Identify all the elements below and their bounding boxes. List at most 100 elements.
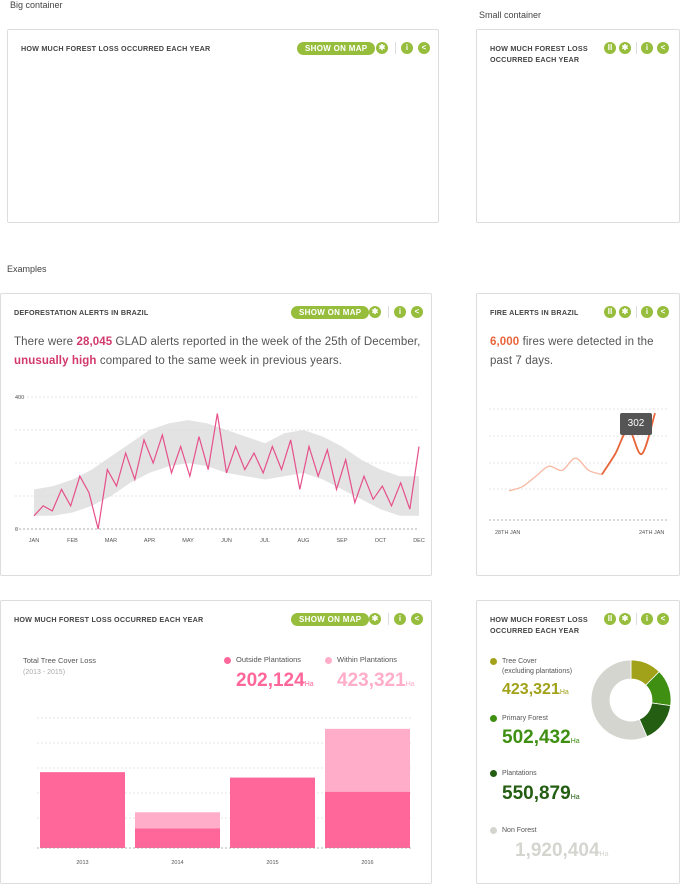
x-tick-label: OCT — [375, 538, 387, 544]
pause-icon[interactable]: II — [604, 613, 616, 625]
x-tick-label: JUL — [260, 538, 270, 544]
legend-dot — [224, 656, 231, 664]
forest-donut-chart — [590, 659, 672, 741]
info-icon[interactable]: i — [641, 306, 653, 318]
gear-icon[interactable]: ✱ — [369, 306, 381, 318]
fire-x-end: 24TH JAN — [639, 530, 665, 536]
card-title: HOW MUCH FOREST LOSS OCCURRED EACH YEAR — [14, 615, 204, 624]
x-tick-label: JAN — [29, 538, 39, 544]
bar-outside-plantations — [40, 772, 125, 848]
x-tick-label: 2016 — [361, 860, 373, 866]
x-tick-label: MAR — [105, 538, 117, 544]
gear-icon[interactable]: ✱ — [619, 42, 631, 54]
x-tick-label: APR — [144, 538, 155, 544]
examples-label: Examples — [7, 264, 47, 274]
card-title: HOW MUCH FOREST LOSS OCCURRED EACH YEAR — [490, 615, 588, 635]
bar-within-plantations — [325, 728, 410, 792]
glad-alerts-chart: 0 400 JAN FEB MAR APR MAY JUN JUL AUG SEP OCT DEC — [15, 395, 425, 544]
fire-summary: 6,000 fires were detected in the past 7 … — [490, 336, 654, 367]
gear-icon[interactable]: ✱ — [619, 613, 631, 625]
fire-alerts-card: FIRE ALERTS IN BRAZIL II ✱ i < 6,000 fir… — [476, 293, 680, 576]
info-icon[interactable]: i — [394, 613, 406, 625]
summary-sentence: There were 28,045 GLAD alerts reported i… — [14, 336, 421, 367]
small-container-label: Small container — [479, 10, 542, 20]
share-icon[interactable]: < — [411, 306, 423, 318]
donut-item-primary-forest: Primary Forest — [490, 714, 548, 724]
tree-loss-card: HOW MUCH FOREST LOSS OCCURRED EACH YEAR … — [0, 600, 432, 884]
y-tick-label: 400 — [15, 395, 24, 401]
info-icon[interactable]: i — [394, 306, 406, 318]
show-on-map-button[interactable]: SHOW ON MAP — [291, 306, 370, 319]
legend-dot — [490, 769, 497, 777]
x-tick-label: 2014 — [171, 860, 183, 866]
non-forest-value: 1,920,404Ha — [515, 840, 609, 861]
pause-icon[interactable]: II — [604, 306, 616, 318]
divider — [395, 42, 396, 54]
fire-tooltip: 302 — [620, 413, 652, 435]
donut-slice — [590, 659, 648, 741]
legend-dot — [490, 714, 497, 722]
info-icon[interactable]: i — [641, 613, 653, 625]
tree-loss-subtitle: Total Tree Cover Loss — [23, 656, 96, 665]
x-tick-label: MAY — [182, 538, 194, 544]
primary-forest-value: 502,432Ha — [502, 727, 580, 748]
tree-cover-value: 423,321Ha — [502, 681, 569, 698]
bar-outside-plantations — [135, 828, 220, 848]
share-icon[interactable]: < — [418, 42, 430, 54]
alerts-line — [33, 413, 420, 530]
share-icon[interactable]: < — [657, 42, 669, 54]
donut-item-tree-cover: Tree Cover (excluding plantations) — [490, 657, 572, 677]
gear-icon[interactable]: ✱ — [369, 613, 381, 625]
legend-within: Within Plantations — [325, 655, 397, 664]
x-tick-label: JUN — [221, 538, 232, 544]
pause-icon[interactable]: II — [604, 42, 616, 54]
card-title: HOW MUCH FOREST LOSS OCCURRED EACH YEAR — [490, 44, 588, 64]
small-empty-card: HOW MUCH FOREST LOSS OCCURRED EACH YEAR … — [476, 29, 680, 223]
fire-line-past — [508, 457, 603, 492]
x-tick-label: AUG — [298, 538, 310, 544]
divider — [388, 613, 389, 625]
x-tick-label: SEP — [336, 538, 347, 544]
tree-loss-range: (2013 - 2015) — [23, 669, 66, 676]
deforestation-card: DEFORESTATION ALERTS IN BRAZIL SHOW ON M… — [0, 293, 432, 576]
share-icon[interactable]: < — [657, 306, 669, 318]
show-on-map-button[interactable]: SHOW ON MAP — [297, 42, 376, 55]
plantations-value: 550,879Ha — [502, 783, 580, 804]
legend-outside: Outside Plantations — [224, 655, 301, 664]
divider — [388, 306, 389, 318]
share-icon[interactable]: < — [411, 613, 423, 625]
expected-range-band — [34, 420, 419, 516]
gear-icon[interactable]: ✱ — [619, 306, 631, 318]
big-empty-card: HOW MUCH FOREST LOSS OCCURRED EACH YEAR … — [7, 29, 439, 223]
show-on-map-button[interactable]: SHOW ON MAP — [291, 613, 370, 626]
x-tick-label: FEB — [67, 538, 78, 544]
share-icon[interactable]: < — [657, 613, 669, 625]
donut-item-non-forest: Non Forest — [490, 826, 537, 836]
bar-outside-plantations — [325, 791, 410, 848]
fire-x-start: 28TH JAN — [495, 530, 521, 536]
x-tick-label: 2015 — [266, 860, 278, 866]
legend-dot — [490, 826, 497, 834]
legend-dot — [325, 656, 332, 664]
donut-card: HOW MUCH FOREST LOSS OCCURRED EACH YEAR … — [476, 600, 680, 884]
y-tick-label: 0 — [15, 527, 18, 533]
card-title: HOW MUCH FOREST LOSS OCCURRED EACH YEAR — [21, 44, 211, 53]
donut-item-plantations: Plantations — [490, 769, 537, 779]
divider — [636, 613, 637, 625]
outside-value: 202,124Ha — [236, 670, 314, 691]
within-value: 423,321Ha — [337, 670, 415, 691]
gear-icon[interactable]: ✱ — [376, 42, 388, 54]
bar-within-plantations — [135, 812, 220, 829]
info-icon[interactable]: i — [641, 42, 653, 54]
info-icon[interactable]: i — [401, 42, 413, 54]
card-title: FIRE ALERTS IN BRAZIL — [490, 308, 579, 317]
x-tick-label: 2013 — [76, 860, 88, 866]
big-container-label: Big container — [10, 0, 63, 10]
divider — [636, 306, 637, 318]
legend-dot — [490, 657, 497, 665]
bar-outside-plantations — [230, 777, 315, 848]
card-title: DEFORESTATION ALERTS IN BRAZIL — [14, 308, 149, 317]
tree-loss-bar-chart: 2013 2014 2015 2016 — [37, 717, 411, 866]
divider — [636, 42, 637, 54]
x-tick-label: DEC — [413, 538, 425, 544]
